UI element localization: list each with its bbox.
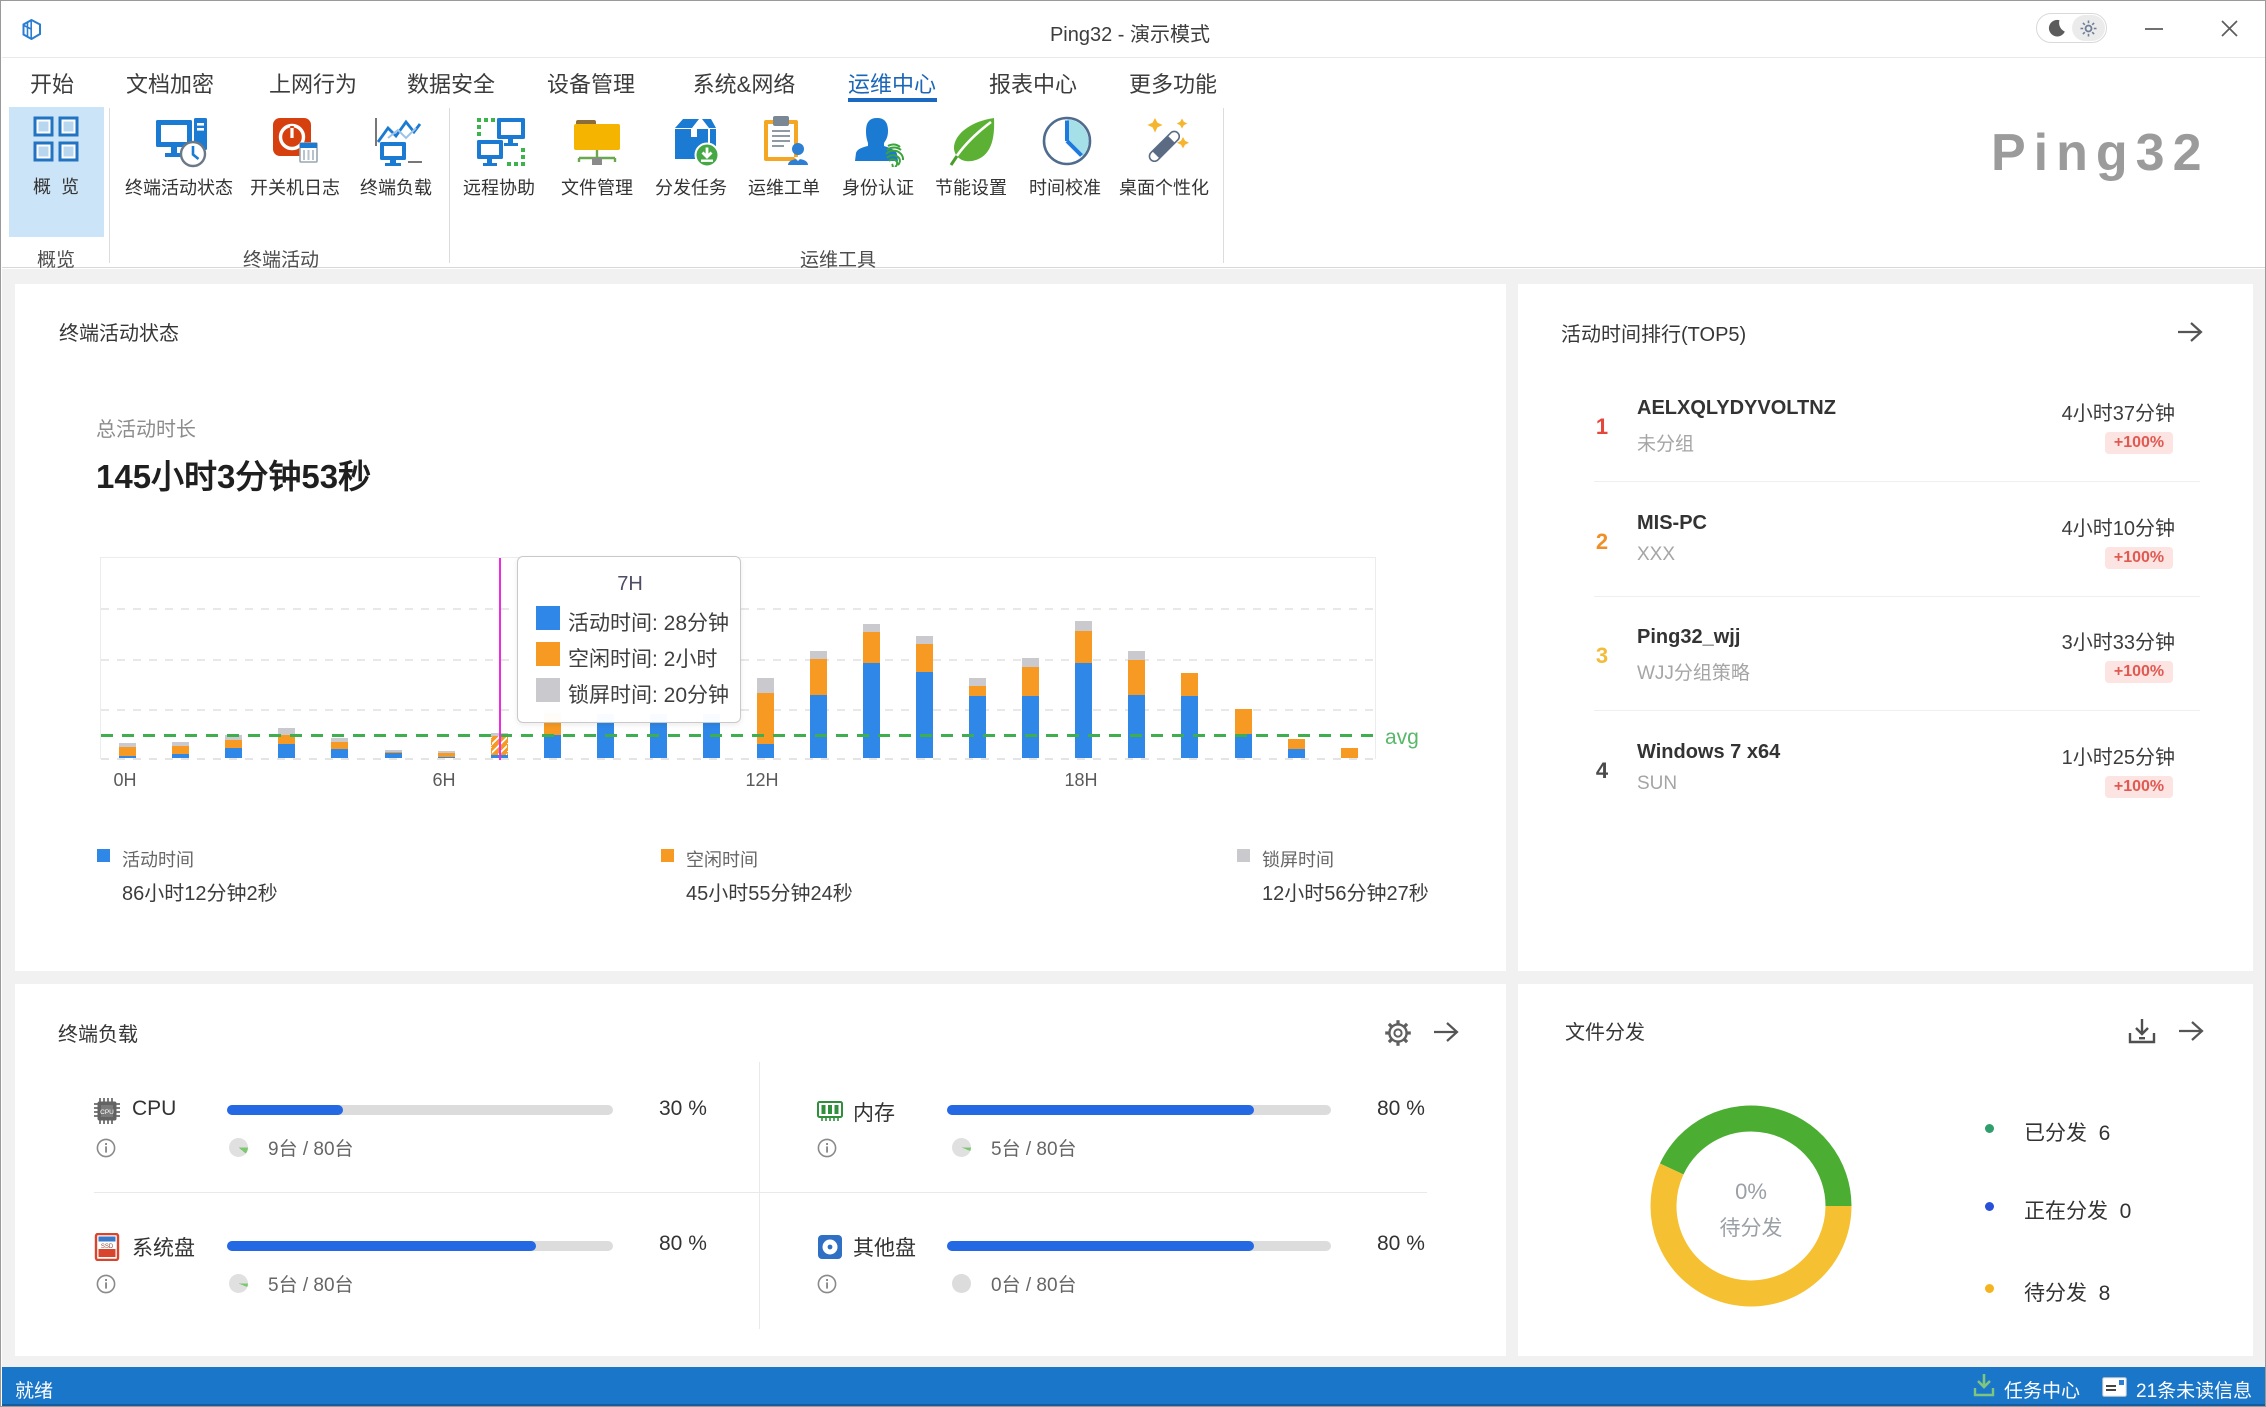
svg-text:CPU: CPU	[100, 1109, 114, 1116]
svg-text:SSD: SSD	[101, 1244, 114, 1250]
